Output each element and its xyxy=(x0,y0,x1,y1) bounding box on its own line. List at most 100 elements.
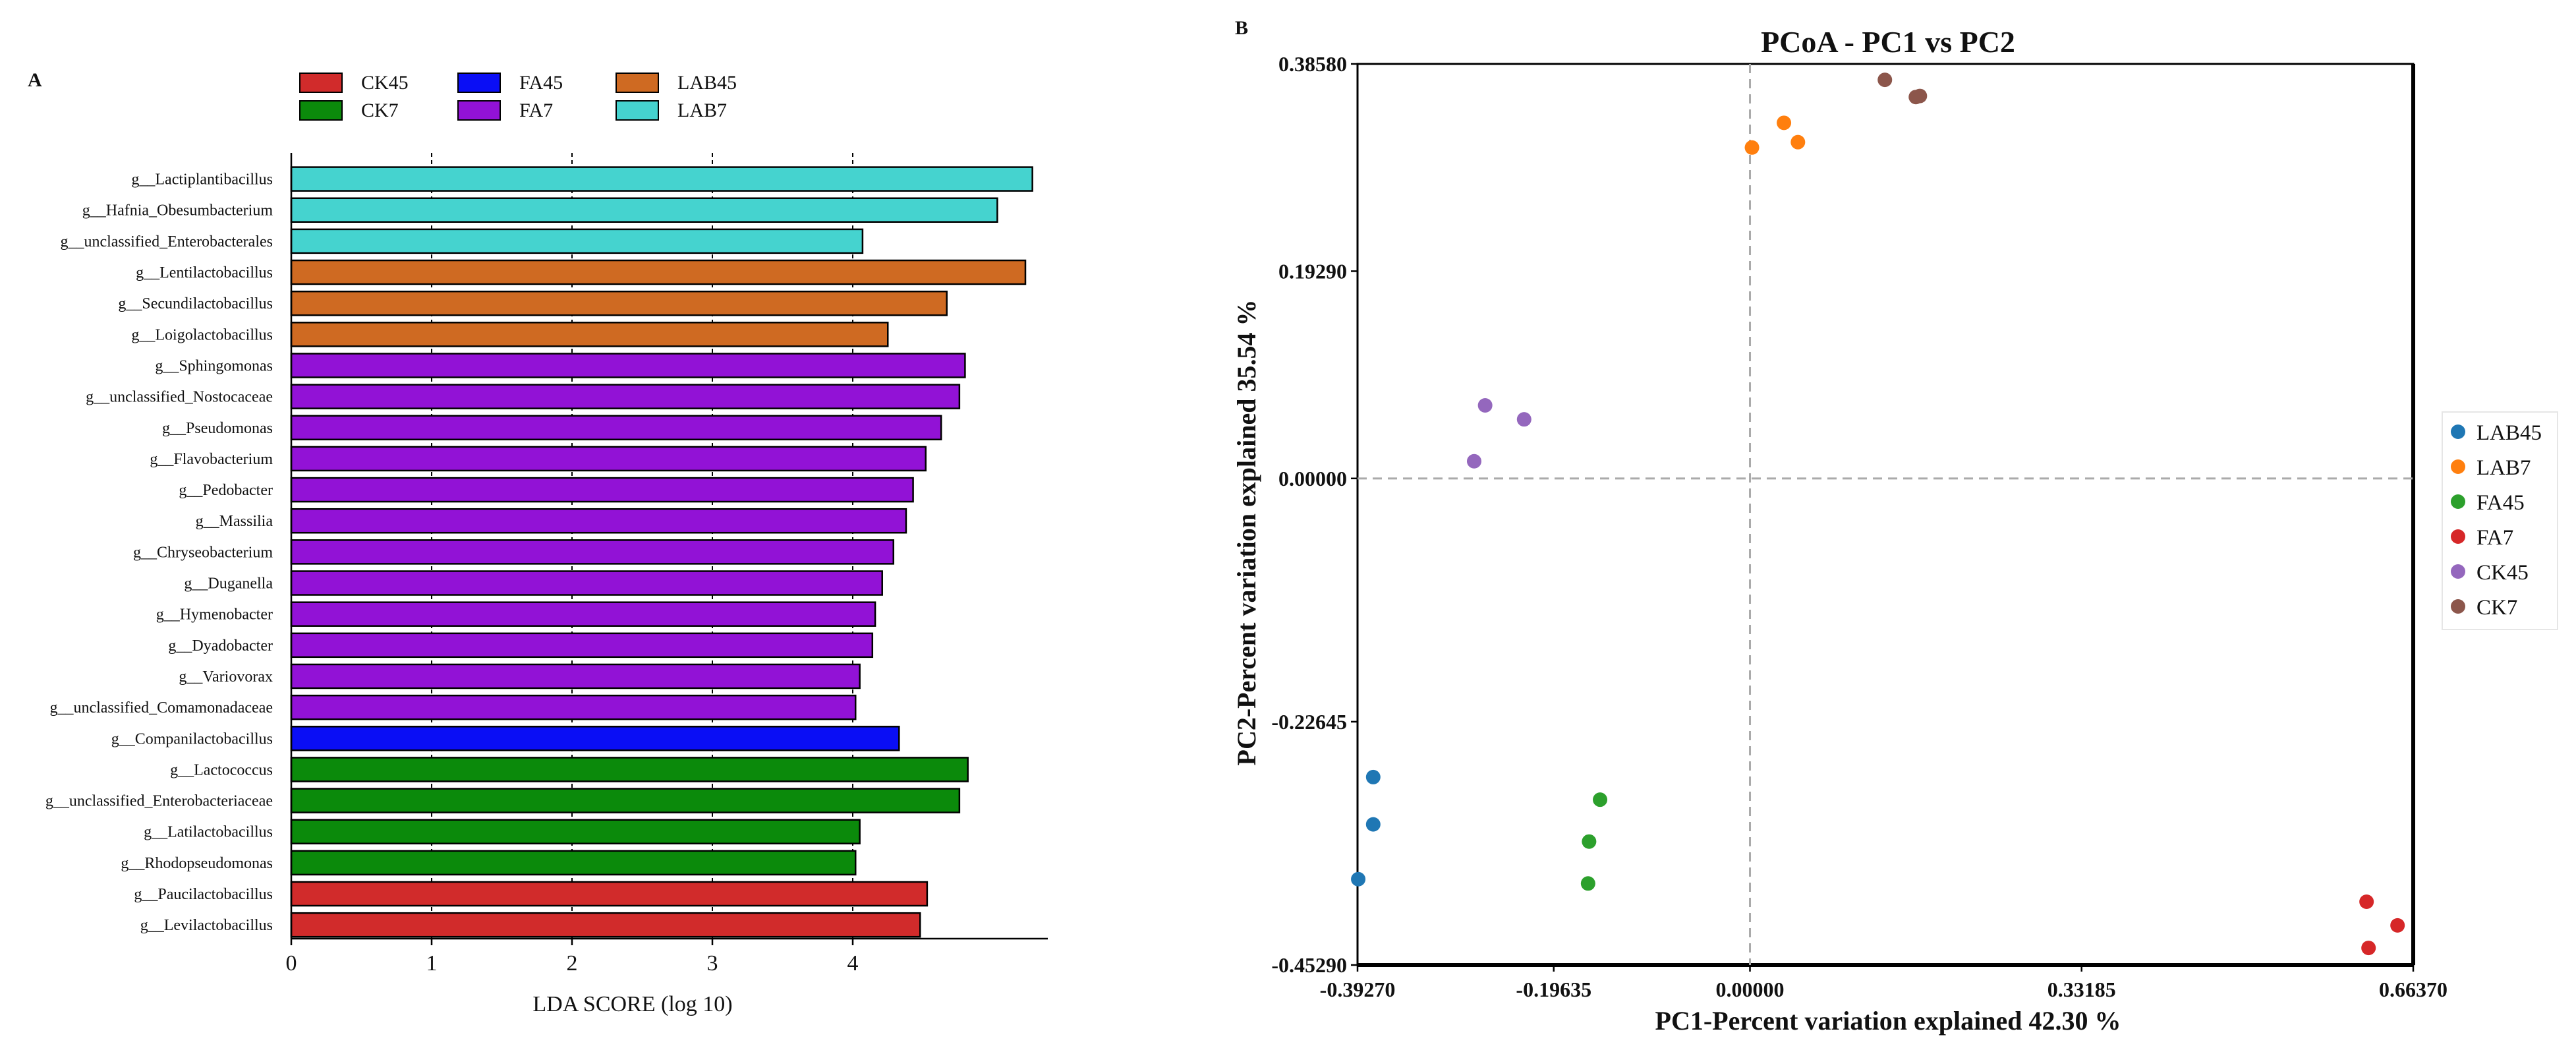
taxon-label: g__Flavobacterium xyxy=(150,451,273,468)
pcoa-point-lab45 xyxy=(1365,817,1381,832)
legend-label-ck45: CK45 xyxy=(361,72,409,94)
pcoa-ticks: -0.39270 -0.19635 0.00000 0.33185 0.66370 0.3… xyxy=(1271,52,2447,1001)
pcoa-y-tick-label: -0.45290 xyxy=(1271,953,1347,977)
taxon-label: g__Latilactobacillus xyxy=(144,824,273,841)
lefse-bar xyxy=(290,850,857,876)
lefse-bar xyxy=(290,601,876,627)
pcoa-x-axis-title: PC1-Percent variation explained 42.30 % xyxy=(1655,1006,2121,1036)
pcoa-point-lab7 xyxy=(1777,115,1792,131)
pcoa-x-tick-label: 0.33185 xyxy=(2047,978,2116,1001)
pcoa-legend-label-ck7: CK7 xyxy=(2476,596,2517,620)
taxon-label: g__Duganella xyxy=(184,575,273,593)
pcoa-point-ck45 xyxy=(1477,397,1493,413)
taxon-label: g__unclassified_Enterobacteriaceae xyxy=(45,793,273,810)
legend-label-fa45: FA45 xyxy=(519,72,563,94)
legend-label-ck7: CK7 xyxy=(361,100,399,121)
pcoa-y-tick-label: -0.22645 xyxy=(1271,710,1347,734)
taxon-label: g__Loigolactobacillus xyxy=(131,326,273,343)
pcoa-point-fa45 xyxy=(1593,792,1608,807)
lefse-bar xyxy=(290,881,929,907)
lefse-bar xyxy=(290,757,969,782)
panel-a-letter: A xyxy=(28,69,42,91)
pcoa-legend-marker-fa7 xyxy=(2451,529,2465,544)
lefse-bars xyxy=(290,166,1033,938)
lefse-bar xyxy=(290,446,927,472)
taxon-label: g__Lactiplantibacillus xyxy=(131,171,273,189)
taxon-label: g__Lentilactobacillus xyxy=(136,264,273,281)
pcoa-frame-box xyxy=(1356,63,2415,966)
pcoa-point-fa7 xyxy=(2359,894,2374,909)
legend-swatch-fa7 xyxy=(457,100,501,121)
lefse-panel: A CK45 FA45 LAB45 CK7 FA7 LAB7 g__Lactiplanti… xyxy=(28,69,1048,1016)
pcoa-point-fa45 xyxy=(1580,876,1595,891)
taxon-label: g__Pedobacter xyxy=(179,482,273,499)
taxon-label: g__Pseudomonas xyxy=(162,420,273,437)
taxon-label: g__Lactococcus xyxy=(170,761,273,778)
taxon-label: g__Variovorax xyxy=(179,668,273,686)
taxon-label: g__Hymenobacter xyxy=(156,606,273,624)
lefse-x-tick-label: 2 xyxy=(567,951,578,976)
pcoa-point-fa7 xyxy=(2361,941,2376,956)
pcoa-x-tick-label: -0.39270 xyxy=(1320,978,1396,1001)
lefse-bar xyxy=(290,912,921,938)
lefse-bar xyxy=(290,819,861,844)
pcoa-reference-lines xyxy=(1358,64,2413,965)
pcoa-point-lab45 xyxy=(1365,769,1381,784)
taxon-label: g__Sphingomonas xyxy=(155,357,273,374)
lefse-y-labels: g__Lactiplantibacillus g__Hafnia_Obesumba… xyxy=(45,171,273,935)
pcoa-y-axis-title: PC2-Percent variation explained 35.54 % xyxy=(1232,300,1261,766)
lefse-bar xyxy=(290,228,864,254)
lefse-bar xyxy=(290,259,1027,285)
taxon-label: g__Chryseobacterium xyxy=(133,544,273,561)
pcoa-y-tick-label: 0.19290 xyxy=(1278,259,1347,283)
pcoa-point-ck7 xyxy=(1877,73,1893,88)
lefse-bar xyxy=(290,290,948,316)
pcoa-legend-label-ck45: CK45 xyxy=(2476,561,2529,585)
pcoa-x-tick-label: -0.19635 xyxy=(1516,978,1591,1001)
lefse-bar xyxy=(290,477,914,503)
taxon-label: g__Hafnia_Obesumbacterium xyxy=(82,202,273,220)
pcoa-point-ck45 xyxy=(1466,454,1481,469)
taxon-label: g__Dyadobacter xyxy=(168,637,273,655)
legend-swatch-ck45 xyxy=(299,73,343,93)
lefse-bar xyxy=(290,415,942,441)
pcoa-legend-marker-ck45 xyxy=(2451,564,2465,579)
panel-b-letter: B xyxy=(1235,17,1248,39)
taxon-label: g__Rhodopseudomonas xyxy=(121,855,273,872)
lefse-bar xyxy=(290,322,889,347)
taxon-label: g__Paucilactobacillus xyxy=(134,886,273,903)
lefse-x-axis: 0 1 2 3 4 xyxy=(286,153,1048,976)
lefse-bar xyxy=(290,508,907,534)
lefse-x-tick-label: 0 xyxy=(286,951,297,976)
pcoa-point-fa45 xyxy=(1582,834,1597,849)
pcoa-point-lab7 xyxy=(1790,134,1806,150)
pcoa-title: PCoA - PC1 vs PC2 xyxy=(1761,25,2015,59)
legend-swatch-ck7 xyxy=(299,100,343,121)
lefse-bar xyxy=(290,726,900,751)
lefse-bar xyxy=(290,539,895,565)
pcoa-points xyxy=(1351,73,2405,956)
taxon-label: g__Massilia xyxy=(196,513,273,530)
pcoa-legend-marker-fa45 xyxy=(2451,494,2465,509)
legend-swatch-lab45 xyxy=(615,73,659,93)
lefse-bar xyxy=(290,166,1033,192)
taxon-label: g__Levilactobacillus xyxy=(140,917,273,934)
lefse-bar xyxy=(290,353,966,378)
taxon-label: g__Companilactobacillus xyxy=(111,730,273,747)
pcoa-legend-label-fa45: FA45 xyxy=(2476,491,2525,515)
pcoa-legend: LAB45 LAB7 FA45 FA7 CK45 CK7 xyxy=(2442,411,2558,630)
lefse-x-axis-title: LDA SCORE (log 10) xyxy=(532,992,732,1016)
pcoa-point-lab7 xyxy=(1744,140,1760,155)
legend-label-fa7: FA7 xyxy=(519,100,553,121)
pcoa-plot-area xyxy=(1356,63,2415,967)
lefse-bar xyxy=(290,694,857,720)
pcoa-x-tick-label: 0.00000 xyxy=(1716,978,1785,1001)
taxon-label: g__unclassified_Enterobacterales xyxy=(60,233,273,250)
lefse-bar xyxy=(290,384,961,409)
lefse-x-tick-label: 4 xyxy=(847,951,859,976)
lefse-bar xyxy=(290,632,874,659)
pcoa-point-ck7 xyxy=(1912,88,1928,103)
pcoa-legend-marker-lab45 xyxy=(2451,425,2465,439)
pcoa-y-tick-label: 0.00000 xyxy=(1278,467,1347,490)
lefse-bar xyxy=(290,663,861,689)
